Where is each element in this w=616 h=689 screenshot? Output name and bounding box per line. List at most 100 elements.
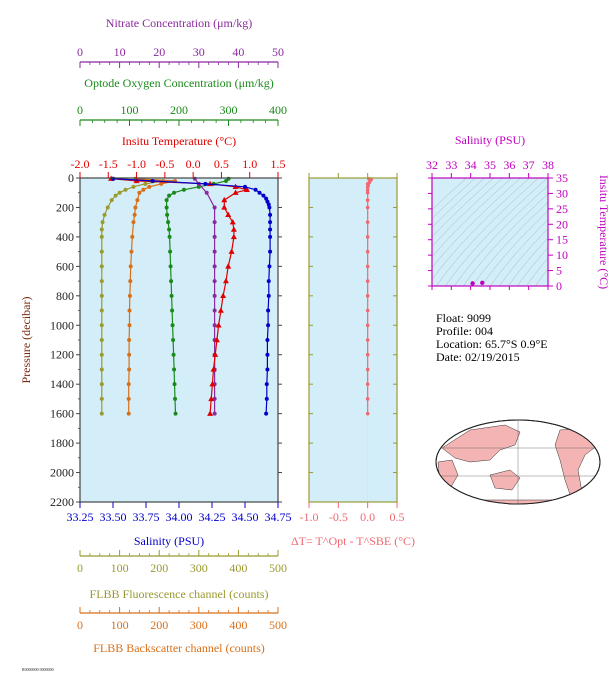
backscatter-tick-label: 0 (77, 618, 83, 632)
nitrate-tick-label: 0 (77, 45, 83, 59)
delta-series-point (365, 264, 370, 269)
series-point-nitrate (212, 264, 217, 269)
temperature-tick-label: -0.5 (155, 157, 174, 171)
fluorescence-tick-label: 300 (190, 561, 208, 575)
series-point-fluorescence (99, 293, 104, 298)
delta-plot-area (309, 178, 397, 502)
series-point-salinity (264, 382, 269, 387)
series-point-backscatter (126, 382, 131, 387)
pressure-axis-label: Pressure (decibar) (19, 297, 33, 384)
series-point-oxygen (169, 293, 174, 298)
info-location: Location: 65.7°S 0.9°E (436, 337, 548, 351)
series-point-temperature (225, 211, 232, 218)
backscatter-tick-label: 100 (111, 618, 129, 632)
series-point-backscatter (131, 220, 136, 225)
nitrate-axis-label: Nitrate Concentration (μm/kg) (106, 16, 252, 30)
series-point-fluorescence (99, 338, 104, 342)
series-point-oxygen (170, 323, 175, 328)
series-point-nitrate (212, 308, 217, 313)
delta-series-point (365, 187, 370, 192)
main-axes-layer: 0200400600800100012001400160018002000220… (19, 16, 292, 655)
series-point-oxygen (172, 190, 177, 195)
pressure-tick-label: 1800 (50, 436, 74, 450)
series-point-fluorescence (109, 198, 114, 203)
backscatter-tick-label: 400 (229, 618, 247, 632)
series-line-temperature (111, 178, 250, 414)
series-point-salinity (265, 352, 270, 357)
fluorescence-tick-label: 100 (111, 561, 129, 575)
delta-series-point (365, 220, 370, 224)
series-point-fluorescence (99, 249, 104, 254)
series-point-fluorescence (117, 190, 122, 195)
delta-series-point (365, 205, 370, 210)
series-point-nitrate (212, 220, 217, 225)
series-point-nitrate (212, 205, 217, 210)
ts-density-line (526, 257, 548, 286)
salinity-tick-label: 33.75 (133, 510, 160, 524)
series-point-temperature (232, 189, 239, 195)
fluorescence-tick-label: 400 (229, 561, 247, 575)
series-point-oxygen (173, 396, 178, 401)
ts-points-layer (470, 280, 485, 286)
delta-series-point (365, 411, 370, 416)
ts-point (470, 281, 475, 286)
series-point-backscatter (127, 293, 132, 298)
series-point-oxygen (171, 338, 176, 342)
series-point-backscatter (159, 181, 164, 186)
ts-density-line (432, 178, 485, 228)
ts-density-line (535, 268, 548, 286)
series-point-salinity (266, 323, 271, 328)
pressure-tick-label: 2200 (50, 495, 74, 509)
ts-y-tick-label: 35 (556, 171, 568, 185)
nitrate-tick-label: 50 (272, 45, 284, 59)
delta-plot-frame (308, 177, 398, 503)
series-point-fluorescence (99, 382, 104, 387)
salinity-axis-label: Salinity (PSU) (134, 534, 204, 548)
series-point-backscatter (127, 308, 132, 313)
nitrate-tick-label: 20 (153, 45, 165, 59)
series-point-salinity (267, 205, 272, 210)
backscatter-tick-label: 300 (190, 618, 208, 632)
series-point-fluorescence (99, 234, 104, 239)
series-point-backscatter (126, 396, 131, 401)
oxygen-tick-label: 400 (269, 103, 287, 117)
ts-x-tick-label: 33 (445, 158, 457, 172)
series-point-oxygen (173, 411, 178, 416)
ts-density-line (432, 178, 494, 238)
ts-density-line (432, 178, 467, 211)
series-point-oxygen (169, 279, 174, 284)
delta-series-point (365, 235, 370, 239)
series-point-temperature (220, 292, 227, 299)
ts-density-line (432, 178, 476, 219)
series-point-salinity (266, 279, 271, 284)
series-point-nitrate (212, 411, 217, 416)
series-point-temperature (243, 186, 250, 192)
series-point-temperature (230, 226, 237, 232)
series-point-oxygen (164, 198, 169, 203)
info-float: Float: 9099 (436, 311, 491, 325)
ts-density-line (508, 237, 548, 286)
map-land-asia (441, 424, 521, 463)
series-point-oxygen (170, 308, 175, 313)
series-point-oxygen (164, 205, 169, 210)
temperature-tick-label: 1.0 (242, 157, 257, 171)
series-point-salinity (261, 193, 266, 198)
fluorescence-tick-label: 200 (150, 561, 168, 575)
series-point-backscatter (127, 323, 132, 328)
delta-series-point (365, 352, 370, 357)
series-point-oxygen (167, 234, 172, 239)
ts-y-axis-label: Insitu Temperature (°C) (597, 175, 611, 289)
series-point-nitrate (212, 234, 217, 239)
delta-x-tick-label: -1.0 (300, 510, 319, 524)
ts-y-tick-label: 5 (556, 264, 562, 278)
ts-x-tick-label: 35 (484, 158, 496, 172)
delta-series-point (365, 308, 370, 313)
main-plot-area (80, 178, 278, 502)
series-point-backscatter (135, 198, 140, 203)
delta-series-point (365, 294, 370, 298)
salinity-tick-label: 34.50 (232, 510, 259, 524)
fluorescence-tick-label: 500 (269, 561, 287, 575)
series-point-oxygen (172, 367, 177, 372)
series-point-salinity (268, 227, 273, 232)
delta-series-point (365, 367, 370, 372)
